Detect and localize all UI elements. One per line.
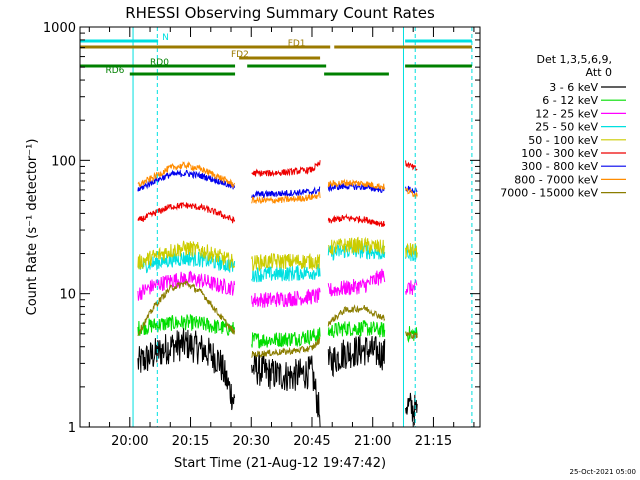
legend-label-7: 800 - 7000 keV <box>514 173 598 186</box>
series-line-7 <box>137 161 418 204</box>
series-line-6 <box>137 168 418 200</box>
series-line-0 <box>137 327 418 428</box>
state-label-RD6: RD6 <box>106 66 125 76</box>
series-layer <box>137 160 418 428</box>
x-tick-label: 20:30 <box>233 434 270 449</box>
series-line-3 <box>137 242 418 283</box>
legend-label-0: 3 - 6 keV <box>549 81 598 94</box>
series-line-5 <box>137 160 418 227</box>
series-line-4 <box>137 236 418 273</box>
x-axis-label: Start Time (21-Aug-12 19:47:42) <box>174 456 386 471</box>
x-tick-label: 20:45 <box>293 434 330 449</box>
state-bar-layer: N FD1 FD2 RD0 RD6 <box>80 33 472 76</box>
state-label-FD2: FD2 <box>231 50 249 60</box>
legend-label-4: 50 - 100 keV <box>528 134 598 147</box>
y-axis-label: Count Rate (s⁻¹ detector⁻¹) <box>25 139 40 316</box>
legend-label-6: 300 - 800 keV <box>521 160 598 173</box>
vertical-line-layer <box>132 27 473 427</box>
state-label-RD0: RD0 <box>150 58 169 68</box>
legend-label-3: 25 - 50 keV <box>535 121 598 134</box>
x-tick-label: 21:15 <box>415 434 452 449</box>
y-tick-label: 1000 <box>43 21 76 36</box>
x-tick-label: 20:15 <box>172 434 209 449</box>
y-tick-label: 10 <box>59 288 76 303</box>
y-tick-label: 100 <box>51 154 76 169</box>
y-tick-label: 1 <box>68 421 76 436</box>
axis-layer: 20:00 20:15 20:30 20:45 21:00 21:15 1 10 100 1000 <box>43 21 480 449</box>
series-line-1 <box>137 313 418 349</box>
legend-label-2: 12 - 25 keV <box>535 107 598 120</box>
footer-date: 25-Oct-2021 05:00 <box>570 468 636 476</box>
legend-label-5: 100 - 300 keV <box>521 147 598 160</box>
legend-title-line-2: Att 0 <box>586 66 612 79</box>
legend-label-1: 6 - 12 keV <box>542 94 598 107</box>
legend-label-8: 7000 - 15000 keV <box>500 187 598 200</box>
state-label-FD1: FD1 <box>288 39 306 49</box>
legend-title-line-1: Det 1,3,5,6,9, <box>536 53 612 66</box>
x-tick-label: 21:00 <box>354 434 391 449</box>
x-tick-label: 20:00 <box>111 434 148 449</box>
state-label-N: N <box>162 33 169 43</box>
series-line-8 <box>137 279 418 359</box>
chart-title: RHESSI Observing Summary Count Rates <box>125 4 435 22</box>
plot-frame <box>79 26 481 428</box>
